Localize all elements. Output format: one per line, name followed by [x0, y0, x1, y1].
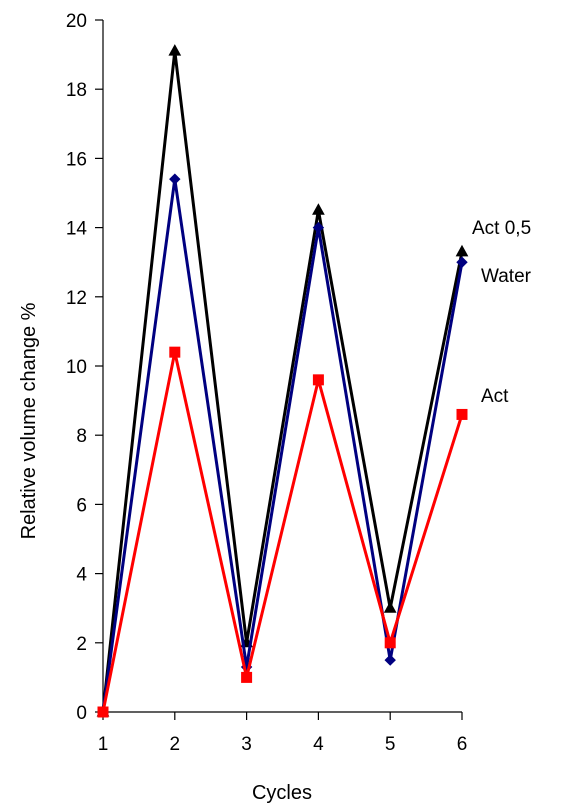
y-tick-label: 6	[76, 495, 87, 516]
series-label-act-0-5: Act 0,5	[472, 218, 531, 239]
y-tick-label: 16	[66, 149, 87, 170]
y-tick-label: 14	[66, 219, 88, 240]
series-line-act-0-5	[101, 50, 464, 713]
data-point-act	[384, 637, 396, 649]
data-point-act	[169, 346, 181, 358]
series-line-act	[101, 351, 464, 713]
data-point-act-0-5	[455, 244, 469, 257]
data-point-act	[456, 408, 468, 420]
y-axis-title: Relative volume change %	[18, 302, 40, 539]
y-tick-label: 12	[66, 288, 87, 309]
data-point-water	[169, 173, 181, 185]
x-axis-title: Cycles	[252, 782, 312, 804]
data-point-act-0-5	[168, 44, 182, 56]
series-act-0-5	[96, 44, 469, 717]
x-tick-label: 5	[385, 734, 396, 755]
data-point-act	[312, 374, 324, 386]
axes	[102, 20, 462, 713]
y-tick-label: 20	[66, 11, 87, 32]
data-point-water	[384, 654, 396, 666]
series-line-water	[101, 178, 464, 713]
series-act	[97, 346, 468, 718]
x-ticks: 1 2 3 4 5 6	[98, 712, 468, 755]
x-tick-label: 3	[241, 734, 252, 755]
x-tick-label: 1	[98, 734, 109, 755]
x-tick-label: 2	[170, 734, 181, 755]
series-label-water: Water	[481, 266, 532, 287]
y-tick-label: 2	[76, 634, 87, 655]
series-label-act: Act	[481, 386, 509, 407]
data-point-act	[241, 671, 253, 683]
data-point-act-0-5	[383, 601, 397, 613]
y-tick-label: 18	[66, 80, 87, 101]
y-tick-label: 4	[76, 565, 87, 586]
data-point-water	[456, 256, 468, 268]
y-tick-label: 8	[76, 426, 87, 447]
series-layer	[96, 44, 469, 718]
x-tick-label: 4	[313, 734, 324, 755]
y-ticks: 0 2 4 6 8 10 12 14 16 18 20	[66, 11, 103, 724]
x-tick-label: 6	[457, 734, 468, 755]
y-tick-label: 0	[76, 703, 87, 724]
data-point-act	[97, 706, 109, 718]
data-point-water	[312, 221, 325, 234]
y-tick-label: 10	[66, 357, 87, 378]
data-point-act-0-5	[312, 203, 325, 215]
